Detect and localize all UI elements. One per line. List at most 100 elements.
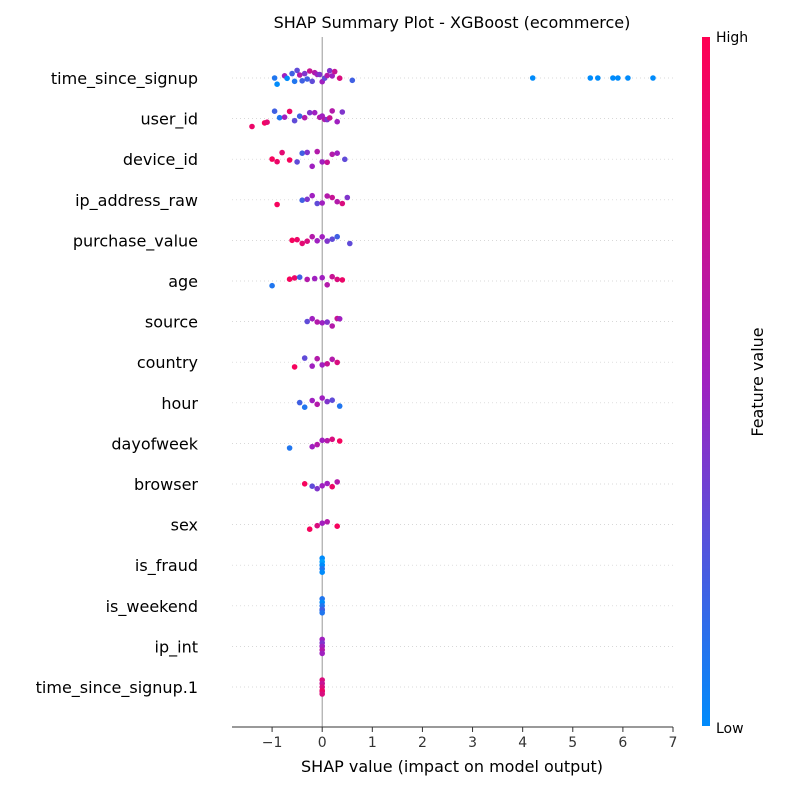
- shap-point: [329, 151, 336, 158]
- shap-point: [587, 75, 594, 81]
- shap-point: [319, 520, 326, 526]
- feature-label: hour: [161, 394, 198, 413]
- shap-point: [625, 75, 631, 81]
- shap-point: [301, 481, 308, 487]
- shap-point: [314, 485, 321, 492]
- shap-point: [306, 526, 313, 532]
- feature-label: time_since_signup: [51, 69, 198, 89]
- shap-point: [319, 159, 326, 165]
- shap-point: [264, 119, 270, 125]
- shap-point: [301, 70, 308, 77]
- shap-point: [324, 159, 331, 166]
- shap-point: [334, 359, 341, 366]
- shap-point: [336, 75, 343, 81]
- shap-point: [309, 483, 316, 490]
- feature-label: age: [168, 272, 198, 291]
- shap-point: [336, 438, 343, 444]
- shap-point: [529, 75, 536, 81]
- shap-point: [319, 234, 326, 240]
- shap-point: [610, 75, 616, 81]
- chart-title: SHAP Summary Plot - XGBoost (ecommerce): [274, 13, 631, 32]
- shap-point: [324, 519, 331, 525]
- colorbar: [702, 37, 710, 726]
- shap-point: [334, 523, 341, 529]
- shap-point: [319, 274, 326, 281]
- shap-point: [314, 238, 321, 244]
- shap-point: [319, 200, 326, 206]
- shap-point: [339, 200, 346, 207]
- shap-point: [299, 78, 306, 84]
- shap-point: [334, 118, 341, 125]
- shap-point: [304, 196, 311, 203]
- shap-point: [324, 72, 331, 79]
- shap-point: [249, 123, 255, 130]
- shap-point: [347, 240, 353, 247]
- shap-point: [291, 117, 298, 124]
- feature-label: country: [137, 353, 198, 372]
- row-guides: [232, 77, 673, 688]
- shap-point: [304, 238, 311, 244]
- shap-point: [324, 480, 331, 487]
- shap-point: [286, 157, 293, 163]
- feature-label: purchase_value: [73, 231, 198, 251]
- shap-point: [309, 192, 316, 199]
- shap-point: [314, 319, 321, 325]
- shap-point: [311, 275, 318, 282]
- x-tick-label: 0: [318, 735, 327, 751]
- shap-point: [314, 522, 321, 529]
- shap-point: [329, 397, 336, 404]
- shap-point: [314, 148, 321, 155]
- shap-point: [334, 276, 341, 283]
- shap-point: [324, 437, 331, 444]
- shap-point: [319, 610, 326, 616]
- shap-point: [324, 361, 331, 367]
- shap-point: [304, 318, 311, 325]
- shap-point: [314, 355, 321, 362]
- shap-point: [319, 362, 326, 368]
- shap-point: [329, 108, 336, 114]
- shap-point: [309, 78, 316, 85]
- feature-label: is_weekend: [106, 597, 198, 617]
- shap-point: [301, 114, 308, 121]
- shap-point: [326, 115, 333, 121]
- shap-point: [309, 397, 316, 404]
- shap-point: [595, 75, 601, 81]
- shap-point: [271, 75, 278, 81]
- shap-point: [304, 76, 311, 82]
- feature-label: user_id: [141, 110, 199, 130]
- feature-label: ip_address_raw: [75, 191, 198, 211]
- shap-point: [324, 319, 331, 325]
- shap-point: [269, 156, 275, 162]
- shap-point: [289, 237, 295, 244]
- shap-point: [319, 395, 326, 401]
- shap-point: [319, 320, 326, 326]
- shap-point: [349, 77, 356, 84]
- shap-point: [306, 68, 313, 74]
- shap-point: [289, 70, 295, 77]
- shap-point: [279, 149, 285, 156]
- feature-label: ip_int: [155, 637, 198, 657]
- shap-point: [334, 150, 341, 156]
- feature-label: dayofweek: [111, 434, 198, 453]
- feature-labels: time_since_signup user_id device_id ip_addr…: [36, 69, 199, 698]
- feature-label: is_fraud: [135, 556, 198, 576]
- colorbar-low-label: Low: [716, 721, 744, 737]
- shap-point: [339, 277, 346, 283]
- shap-point: [291, 275, 298, 281]
- feature-label: device_id: [123, 150, 198, 170]
- shap-point: [301, 404, 308, 411]
- feature-label: time_since_signup.1: [36, 678, 198, 698]
- shap-point: [650, 75, 656, 81]
- colorbar-high-label: High: [716, 30, 748, 46]
- shap-point: [324, 193, 331, 199]
- shap-point: [336, 316, 343, 322]
- shap-point: [309, 163, 316, 170]
- shap-point: [274, 158, 280, 165]
- shap-point: [336, 403, 343, 409]
- shap-point: [329, 483, 336, 490]
- shap-point: [296, 274, 303, 281]
- shap-point: [329, 356, 336, 363]
- shap-point: [304, 149, 311, 156]
- shap-point: [311, 109, 318, 116]
